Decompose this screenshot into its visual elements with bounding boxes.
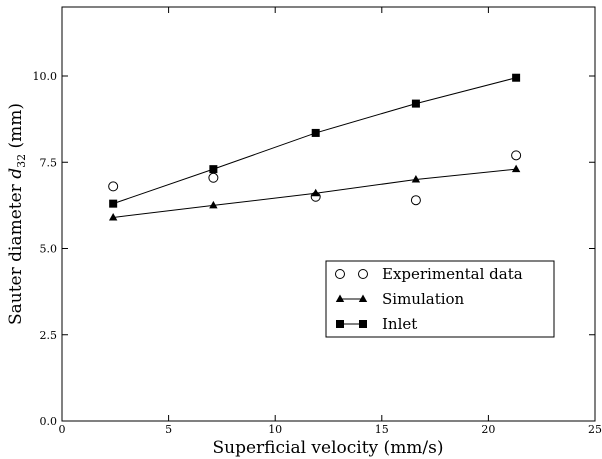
series-layer	[108, 73, 522, 221]
axis-ticks: 0 5 10 15 20 25 0.0 2.5 5.0 7.5 10.0	[33, 7, 602, 436]
simulation-point	[108, 212, 118, 221]
plot-frame	[61, 6, 596, 422]
y-tick-label: 7.5	[40, 156, 58, 169]
y-tick-label: 10.0	[33, 70, 58, 83]
x-tick-label: 15	[375, 423, 389, 436]
legend-entries: Experimental data Simulation Inlet	[335, 265, 523, 333]
inlet-point	[411, 99, 420, 108]
legend-marker-inlet	[336, 320, 344, 328]
legend-marker-experimental-data	[358, 269, 368, 279]
legend-marker-experimental-data	[335, 269, 345, 279]
x-tick-label: 20	[481, 423, 495, 436]
inlet-point	[512, 73, 521, 82]
y-axis-label: Sauter diameter d32 (mm)	[6, 103, 28, 325]
x-tick-label: 5	[165, 423, 172, 436]
experimental-data-point	[410, 195, 421, 206]
legend-marker-simulation	[335, 294, 345, 302]
legend-label-inlet: Inlet	[382, 315, 417, 333]
inlet-point	[109, 199, 118, 208]
y-tick-label: 2.5	[40, 329, 58, 342]
legend-marker-simulation	[358, 294, 368, 302]
experimental-data-point	[208, 172, 219, 183]
simulation-point	[209, 200, 218, 209]
y-tick-label: 0.0	[40, 415, 58, 428]
legend-marker-inlet	[359, 320, 367, 328]
legend: Experimental data Simulation Inlet	[325, 260, 555, 338]
experimental-data-point	[108, 181, 119, 192]
x-tick-label: 25	[588, 423, 602, 436]
inlet-line	[113, 77, 517, 205]
x-tick-label: 0	[59, 423, 66, 436]
inlet-point	[311, 128, 320, 137]
inlet-point	[209, 165, 218, 174]
x-tick-label: 10	[268, 423, 282, 436]
experimental-data-point	[511, 150, 522, 161]
simulation-point	[411, 175, 421, 183]
legend-label-simulation: Simulation	[382, 290, 465, 308]
x-axis-label: Superficial velocity (mm/s)	[212, 438, 443, 458]
y-tick-label: 5.0	[40, 243, 58, 256]
simulation-point	[511, 164, 521, 173]
legend-label-experimental-data: Experimental data	[382, 265, 523, 283]
simulation-point	[311, 188, 320, 197]
